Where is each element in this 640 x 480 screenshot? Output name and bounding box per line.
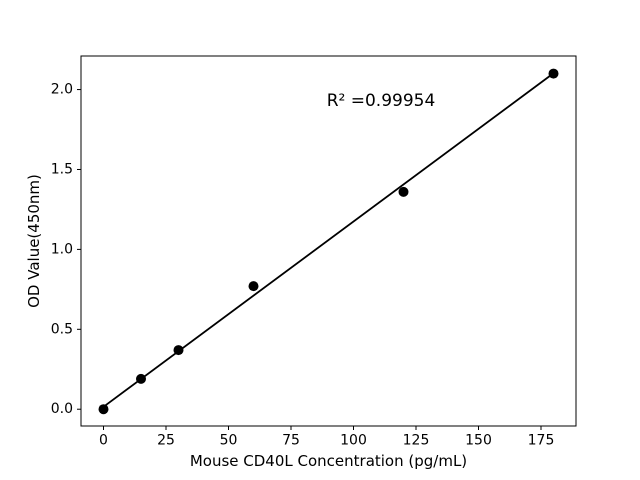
data-point bbox=[173, 345, 184, 356]
x-tick-label: 175 bbox=[528, 433, 555, 449]
y-tick-label: 0.5 bbox=[51, 321, 73, 337]
data-point bbox=[136, 373, 146, 384]
y-tick-label: 0.0 bbox=[51, 401, 73, 417]
x-tick-label: 50 bbox=[220, 433, 238, 449]
x-tick-label: 25 bbox=[157, 433, 175, 449]
fit-line bbox=[102, 72, 555, 408]
y-tick-label: 2.0 bbox=[51, 82, 73, 98]
plot-frame bbox=[80, 55, 577, 427]
r-squared-annotation: R² =0.99954 bbox=[326, 91, 436, 111]
data-point bbox=[98, 404, 109, 415]
x-tick-label: 0 bbox=[99, 433, 108, 449]
data-point bbox=[548, 68, 559, 79]
x-tick-label: 100 bbox=[340, 433, 367, 449]
x-axis-label: Mouse CD40L Concentration (pg/mL) bbox=[189, 452, 468, 470]
data-point bbox=[398, 186, 409, 197]
y-tick-label: 1.0 bbox=[51, 241, 73, 257]
y-axis-label: OD Value(450nm) bbox=[25, 174, 43, 308]
data-point bbox=[248, 281, 259, 292]
x-tick-label: 150 bbox=[465, 433, 492, 449]
x-tick-label: 75 bbox=[282, 433, 300, 449]
y-tick-label: 1.5 bbox=[51, 161, 73, 177]
x-tick-label: 125 bbox=[403, 433, 430, 449]
